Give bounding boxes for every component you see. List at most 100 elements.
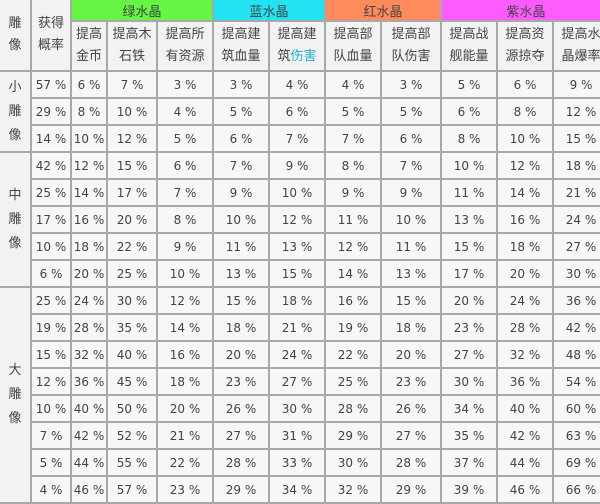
bonus-cell: 18 %: [270, 288, 325, 313]
bonus-cell: 8 %: [72, 99, 106, 124]
column-header-line2-text: 队血量: [333, 49, 373, 64]
table-row: 15 % 32 % 40 % 16 % 20 % 24 % 22 % 20 % 27 % 32 %…: [0, 342, 600, 367]
column-header: 提高所 有资源: [158, 22, 212, 70]
chance-cell: 4 %: [32, 477, 70, 502]
column-header: 提高资 源掠夺: [498, 22, 553, 70]
bonus-cell: 9 %: [326, 180, 381, 205]
column-header-line2-text: 舰能量: [449, 49, 489, 64]
bonus-cell: 11 %: [214, 234, 268, 259]
bonus-cell: 20 %: [72, 261, 106, 286]
bonus-cell: 42 %: [554, 315, 600, 340]
bonus-cell: 13 %: [382, 261, 441, 286]
bonus-cell: 40 %: [498, 396, 553, 421]
header-row-groups: 雕像 获得概率 绿水晶 蓝水晶 红水晶 紫水晶: [0, 0, 600, 70]
bonus-cell: 46 %: [72, 477, 106, 502]
bonus-cell: 18 %: [498, 234, 553, 259]
bonus-cell: 9 %: [270, 153, 325, 178]
group-header: 蓝水晶: [214, 0, 325, 20]
column-header-line1: 提高部: [391, 27, 431, 42]
table-row: 14 % 10 % 12 % 5 % 6 % 7 % 7 % 6 % 8 % 10 % 15 %: [0, 126, 600, 151]
bonus-cell: 6 %: [270, 99, 325, 124]
bonus-cell: 10 %: [158, 261, 212, 286]
bonus-cell: 42 %: [498, 423, 553, 448]
bonus-cell: 16 %: [498, 207, 553, 232]
bonus-cell: 28 %: [382, 450, 441, 475]
bonus-cell: 23 %: [214, 369, 268, 394]
bonus-cell: 24 %: [72, 288, 106, 313]
chance-cell: 25 %: [32, 288, 70, 313]
bonus-cell: 25 %: [326, 369, 381, 394]
column-header: 提高水 晶爆率: [554, 22, 600, 70]
bonus-cell: 5 %: [158, 126, 212, 151]
bonus-cell: 30 %: [326, 450, 381, 475]
bonus-cell: 6 %: [214, 126, 268, 151]
bonus-cell: 26 %: [382, 396, 441, 421]
bonus-cell: 30 %: [554, 261, 600, 286]
bonus-cell: 52 %: [108, 423, 156, 448]
table-row: 6 % 20 % 25 % 10 % 13 % 15 % 14 % 13 % 17 % 20 % 3…: [0, 261, 600, 286]
column-header-line2: 舰能量: [442, 46, 496, 68]
statue-header: 雕像: [0, 0, 30, 70]
bonus-cell: 22 %: [108, 234, 156, 259]
bonus-cell: 35 %: [442, 423, 497, 448]
chance-cell: 6 %: [32, 261, 70, 286]
bonus-cell: 14 %: [326, 261, 381, 286]
bonus-cell: 20 %: [498, 261, 553, 286]
bonus-cell: 19 %: [326, 315, 381, 340]
bonus-cell: 22 %: [158, 450, 212, 475]
bonus-cell: 15 %: [442, 234, 497, 259]
bonus-cell: 8 %: [158, 207, 212, 232]
bonus-cell: 3 %: [382, 72, 441, 97]
bonus-cell: 18 %: [382, 315, 441, 340]
column-header-line1: 提高所: [165, 27, 205, 42]
column-header: 提高建 筑血量: [214, 22, 268, 70]
bonus-cell: 18 %: [158, 369, 212, 394]
bonus-cell: 42 %: [72, 423, 106, 448]
bonus-cell: 20 %: [382, 342, 441, 367]
bonus-cell: 50 %: [108, 396, 156, 421]
bonus-cell: 7 %: [270, 126, 325, 151]
column-header-line1: 提高水: [561, 27, 600, 42]
bonus-cell: 16 %: [72, 207, 106, 232]
bonus-cell: 16 %: [326, 288, 381, 313]
bonus-cell: 24 %: [554, 207, 600, 232]
bonus-cell: 37 %: [442, 450, 497, 475]
bonus-cell: 36 %: [72, 369, 106, 394]
column-header: 提高建筑伤害: [270, 22, 325, 70]
statue-size-label: 小雕像: [0, 72, 30, 151]
table-body: 小雕像 57 % 6 % 7 % 3 % 3 % 4 % 4 % 3 % 5 % 6 % 9 % 29 …: [0, 72, 600, 502]
bonus-cell: 6 %: [72, 72, 106, 97]
column-header-line2: 有资源: [158, 46, 212, 68]
bonus-cell: 60 %: [554, 396, 600, 421]
bonus-cell: 5 %: [382, 99, 441, 124]
bonus-cell: 35 %: [108, 315, 156, 340]
bonus-cell: 34 %: [442, 396, 497, 421]
chance-cell: 14 %: [32, 126, 70, 151]
bonus-cell: 29 %: [382, 477, 441, 502]
bonus-cell: 7 %: [108, 72, 156, 97]
bonus-cell: 45 %: [108, 369, 156, 394]
bonus-cell: 27 %: [554, 234, 600, 259]
column-header-line1: 提高建: [277, 27, 317, 42]
bonus-cell: 18 %: [72, 234, 106, 259]
bonus-cell: 27 %: [270, 369, 325, 394]
bonus-cell: 13 %: [214, 261, 268, 286]
bonus-cell: 36 %: [554, 288, 600, 313]
column-header: 提高部 队血量: [326, 22, 381, 70]
bonus-cell: 11 %: [326, 207, 381, 232]
table-row: 25 % 14 % 17 % 7 % 9 % 10 % 9 % 9 % 11 % 14 % 21 %: [0, 180, 600, 205]
column-header-line2: 筑血量: [214, 46, 268, 68]
column-header-line2: 筑伤害: [270, 46, 324, 68]
bonus-cell: 12 %: [72, 153, 106, 178]
bonus-cell: 18 %: [554, 153, 600, 178]
column-header-line2-text: 筑: [277, 49, 291, 64]
bonus-cell: 48 %: [554, 342, 600, 367]
chance-cell: 15 %: [32, 342, 70, 367]
column-header: 提高部 队伤害: [382, 22, 441, 70]
bonus-cell: 17 %: [442, 261, 497, 286]
chance-cell: 12 %: [32, 369, 70, 394]
column-header-line2: 源掠夺: [498, 46, 552, 68]
bonus-cell: 66 %: [554, 477, 600, 502]
bonus-cell: 9 %: [382, 180, 441, 205]
